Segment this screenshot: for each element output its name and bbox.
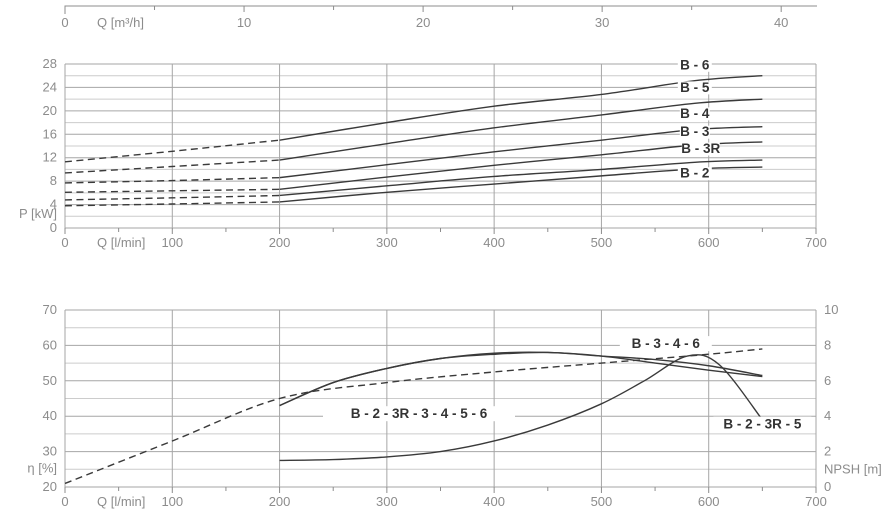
svg-text:400: 400 bbox=[483, 235, 505, 250]
svg-text:P [kW]: P [kW] bbox=[19, 206, 57, 221]
svg-text:B - 3R: B - 3R bbox=[681, 141, 720, 156]
svg-text:100: 100 bbox=[161, 494, 183, 509]
svg-text:B - 2 - 3R - 5: B - 2 - 3R - 5 bbox=[723, 417, 802, 432]
svg-text:4: 4 bbox=[824, 408, 831, 423]
svg-text:700: 700 bbox=[805, 494, 827, 509]
svg-text:2: 2 bbox=[824, 444, 831, 459]
svg-text:0: 0 bbox=[824, 479, 831, 494]
svg-text:30: 30 bbox=[595, 15, 609, 30]
svg-text:500: 500 bbox=[591, 494, 613, 509]
svg-text:60: 60 bbox=[43, 337, 57, 352]
svg-text:Q [l/min]: Q [l/min] bbox=[97, 494, 145, 509]
svg-text:16: 16 bbox=[43, 126, 57, 141]
svg-text:20: 20 bbox=[43, 103, 57, 118]
svg-text:8: 8 bbox=[50, 173, 57, 188]
svg-text:B - 2 - 3R - 3 - 4 - 5 - 6: B - 2 - 3R - 3 - 4 - 5 - 6 bbox=[351, 406, 488, 421]
svg-text:0: 0 bbox=[61, 494, 68, 509]
svg-text:0: 0 bbox=[61, 15, 68, 30]
svg-text:8: 8 bbox=[824, 337, 831, 352]
svg-text:10: 10 bbox=[237, 15, 251, 30]
svg-text:Q [m³/h]: Q [m³/h] bbox=[97, 15, 144, 30]
svg-text:B - 3: B - 3 bbox=[680, 124, 710, 139]
svg-text:700: 700 bbox=[805, 235, 827, 250]
svg-text:200: 200 bbox=[269, 494, 291, 509]
svg-text:Q [l/min]: Q [l/min] bbox=[97, 235, 145, 250]
svg-text:30: 30 bbox=[43, 444, 57, 459]
svg-text:40: 40 bbox=[43, 408, 57, 423]
svg-text:300: 300 bbox=[376, 494, 398, 509]
svg-text:B - 3 - 4 - 6: B - 3 - 4 - 6 bbox=[632, 336, 701, 351]
svg-text:28: 28 bbox=[43, 56, 57, 71]
svg-text:10: 10 bbox=[824, 302, 838, 317]
svg-text:100: 100 bbox=[161, 235, 183, 250]
svg-text:600: 600 bbox=[698, 494, 720, 509]
svg-text:40: 40 bbox=[774, 15, 788, 30]
svg-text:24: 24 bbox=[43, 79, 57, 94]
svg-text:500: 500 bbox=[591, 235, 613, 250]
svg-text:NPSH [m]: NPSH [m] bbox=[824, 461, 882, 476]
svg-text:6: 6 bbox=[824, 373, 831, 388]
svg-text:600: 600 bbox=[698, 235, 720, 250]
svg-text:0: 0 bbox=[50, 220, 57, 235]
svg-text:B - 6: B - 6 bbox=[680, 57, 710, 72]
svg-text:200: 200 bbox=[269, 235, 291, 250]
svg-text:300: 300 bbox=[376, 235, 398, 250]
svg-text:η [%]: η [%] bbox=[27, 460, 57, 475]
svg-text:12: 12 bbox=[43, 150, 57, 165]
svg-text:20: 20 bbox=[416, 15, 430, 30]
svg-text:50: 50 bbox=[43, 373, 57, 388]
svg-text:B - 4: B - 4 bbox=[680, 106, 710, 121]
svg-text:400: 400 bbox=[483, 494, 505, 509]
svg-text:B - 5: B - 5 bbox=[680, 80, 710, 95]
svg-text:70: 70 bbox=[43, 302, 57, 317]
svg-text:20: 20 bbox=[43, 479, 57, 494]
svg-text:B - 2: B - 2 bbox=[680, 166, 709, 181]
svg-text:0: 0 bbox=[61, 235, 68, 250]
